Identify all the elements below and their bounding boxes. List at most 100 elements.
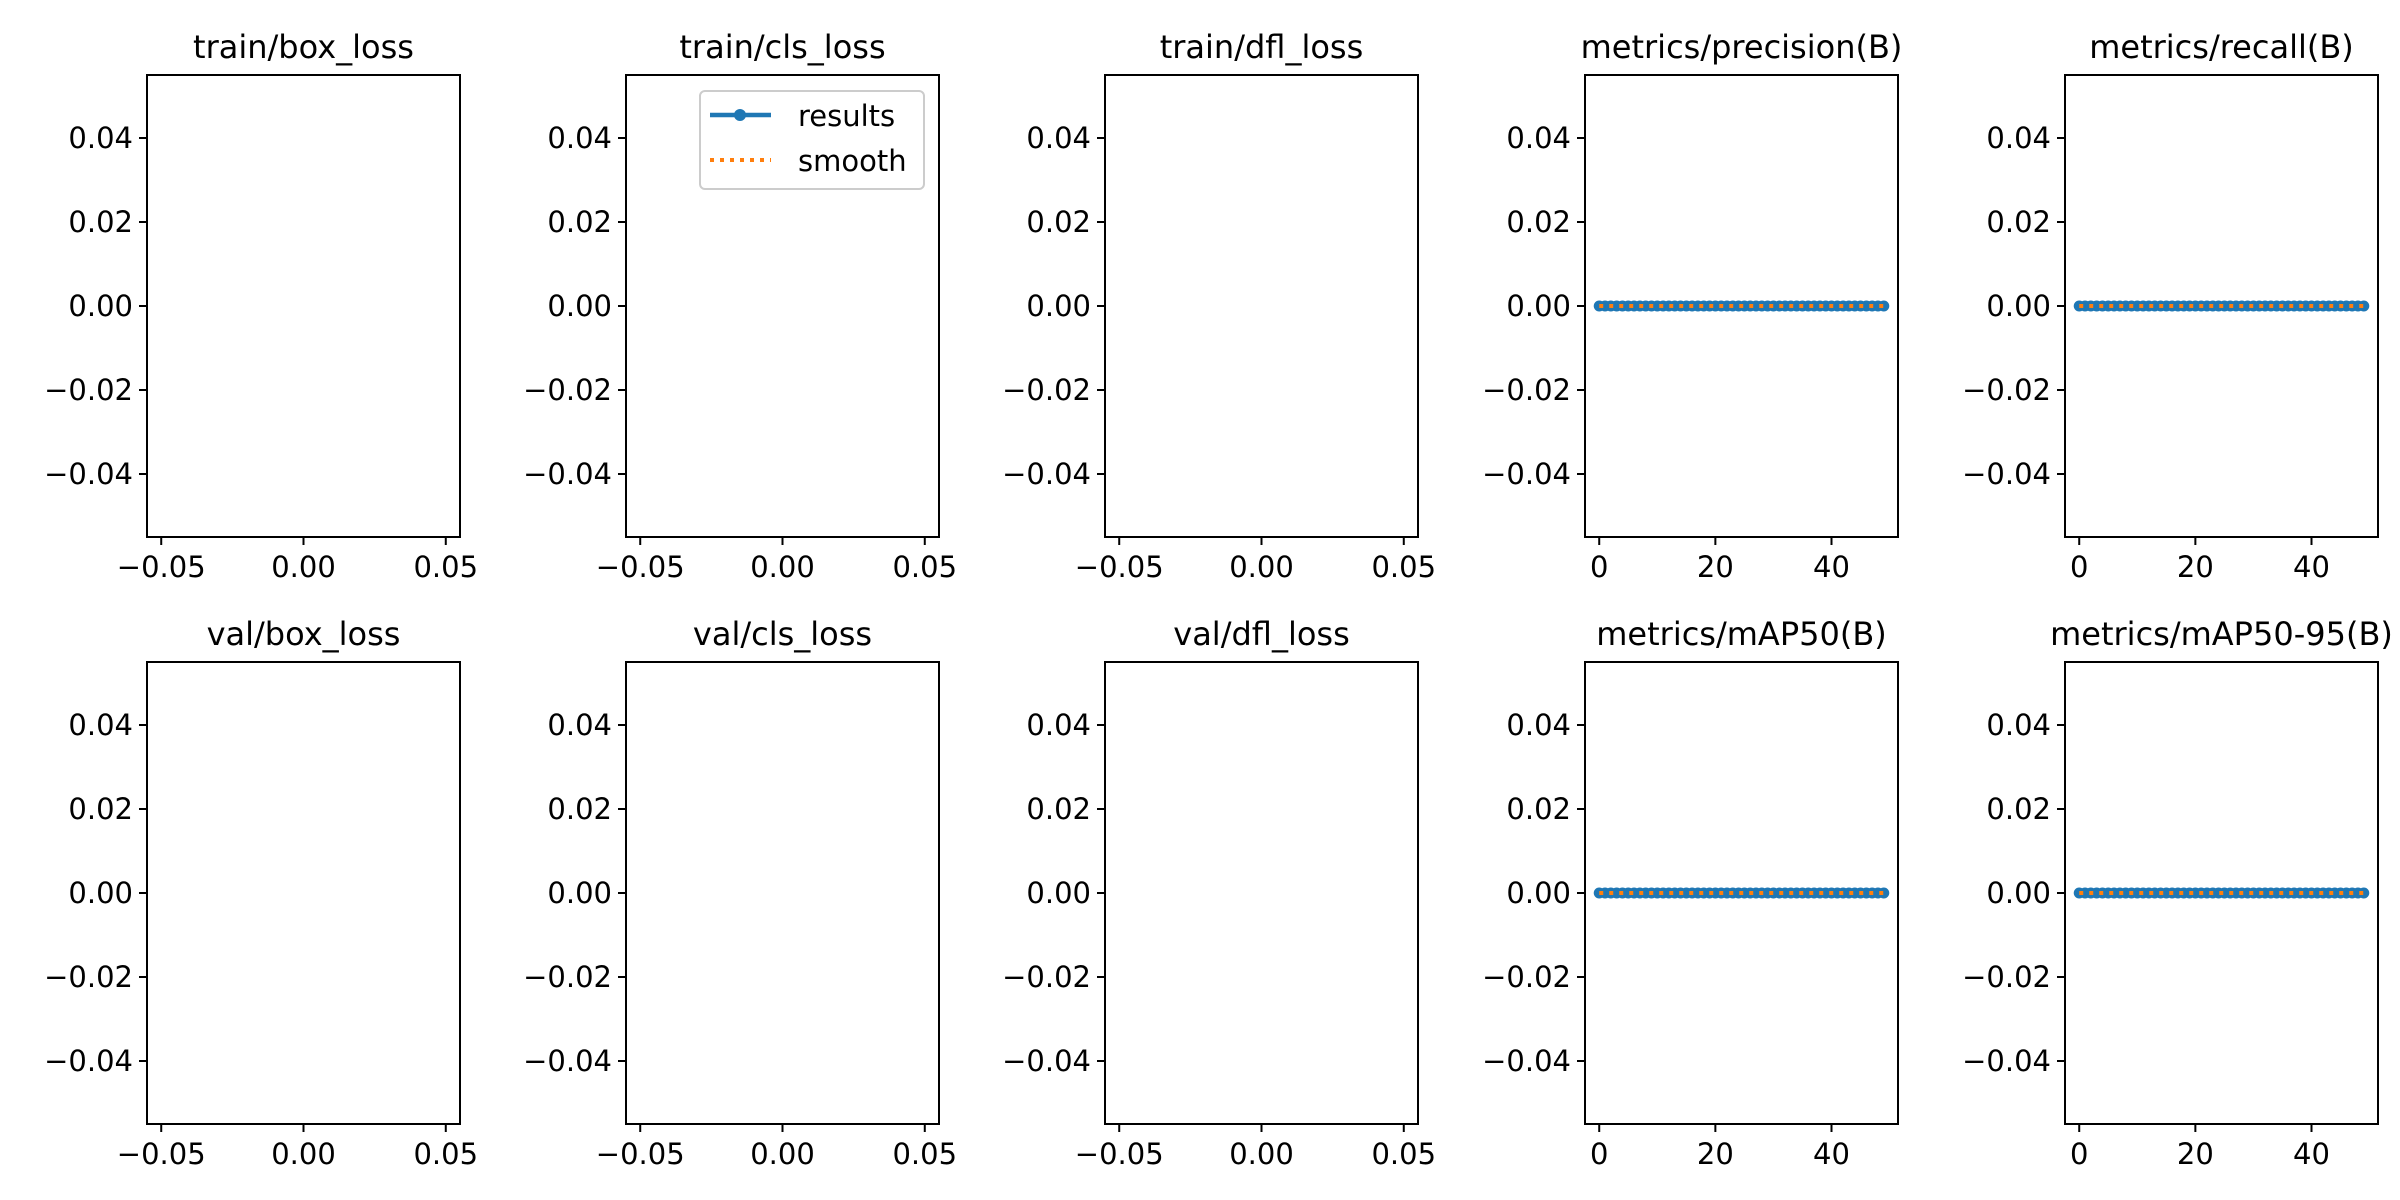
panel-title: val/dfl_loss (1173, 615, 1350, 653)
y-tick-label: 0.00 (1026, 876, 1091, 910)
x-tick-label: 0 (1590, 1137, 1608, 1171)
panel-title: metrics/mAP50-95(B) (2050, 615, 2393, 653)
x-tick-label: 0.05 (892, 550, 957, 584)
x-tick-label: −0.05 (596, 550, 685, 584)
y-tick-label: 0.04 (1026, 708, 1091, 742)
x-tick-label: 0 (1590, 550, 1608, 584)
x-tick-label: 0.05 (1371, 550, 1436, 584)
x-tick-label: 0.00 (271, 1137, 336, 1171)
legend: results smooth (699, 90, 925, 190)
y-tick-label: 0.00 (68, 289, 133, 323)
y-tick-label: 0.00 (1506, 876, 1571, 910)
axes-frame (146, 74, 461, 538)
axes-frame (625, 661, 940, 1125)
y-tick-label: 0.00 (1986, 289, 2051, 323)
x-tick-label: 20 (1697, 550, 1734, 584)
y-tick-label: −0.04 (1002, 457, 1091, 491)
y-tick-label: −0.02 (44, 960, 133, 994)
x-tick-label: −0.05 (117, 550, 206, 584)
y-tick-label: −0.02 (1482, 373, 1571, 407)
legend-label-results: results (798, 99, 895, 133)
y-tick-label: 0.04 (1506, 121, 1571, 155)
y-tick-label: −0.04 (44, 457, 133, 491)
x-tick-label: 0.05 (1371, 1137, 1436, 1171)
x-tick-label: 20 (2177, 550, 2214, 584)
y-tick-label: 0.02 (68, 792, 133, 826)
data-point-results (1878, 300, 1890, 312)
y-tick-label: −0.02 (1002, 960, 1091, 994)
y-tick-label: 0.00 (1026, 289, 1091, 323)
y-tick-label: −0.04 (1002, 1044, 1091, 1078)
x-tick-label: 0.00 (1229, 550, 1294, 584)
y-tick-label: 0.04 (1506, 708, 1571, 742)
panel-title: val/box_loss (207, 615, 401, 653)
y-tick-label: 0.02 (1986, 792, 2051, 826)
y-tick-label: 0.00 (1506, 289, 1571, 323)
y-tick-label: −0.02 (1962, 960, 2051, 994)
chart-panel: val/box_loss 0.04 0.02 0.00 −0.02 −0.04 −0.05 0… (44, 615, 478, 1171)
x-tick-label: 0.00 (1229, 1137, 1294, 1171)
y-tick-label: −0.04 (523, 457, 612, 491)
y-tick-label: 0.04 (1986, 121, 2051, 155)
y-tick-label: −0.02 (523, 373, 612, 407)
data-point-results (2358, 887, 2370, 899)
x-tick-label: 0 (2070, 550, 2088, 584)
y-tick-label: 0.04 (68, 708, 133, 742)
y-tick-label: 0.00 (547, 289, 612, 323)
legend-marker-results (734, 109, 746, 121)
x-tick-label: −0.05 (117, 1137, 206, 1171)
y-tick-label: −0.04 (1962, 457, 2051, 491)
axes-frame (1104, 74, 1419, 538)
y-tick-label: 0.04 (1026, 121, 1091, 155)
chart-panel: train/box_loss 0.04 0.02 0.00 −0.02 −0.04 −0.0… (44, 28, 478, 584)
chart-panel: val/cls_loss 0.04 0.02 0.00 −0.02 −0.04 −0.05 0… (523, 615, 957, 1171)
axes-frame (1104, 661, 1419, 1125)
y-tick-label: −0.02 (44, 373, 133, 407)
y-tick-label: 0.02 (1026, 205, 1091, 239)
x-tick-label: −0.05 (1075, 1137, 1164, 1171)
y-tick-label: 0.02 (1026, 792, 1091, 826)
y-tick-label: −0.02 (1002, 373, 1091, 407)
y-tick-label: 0.00 (68, 876, 133, 910)
panel-title: train/box_loss (193, 28, 414, 66)
legend-label-smooth: smooth (798, 144, 907, 178)
y-tick-label: −0.04 (1482, 1044, 1571, 1078)
y-tick-label: −0.04 (523, 1044, 612, 1078)
y-tick-label: 0.00 (1986, 876, 2051, 910)
x-tick-label: 0.05 (892, 1137, 957, 1171)
x-tick-label: −0.05 (596, 1137, 685, 1171)
y-tick-label: 0.02 (1506, 792, 1571, 826)
y-tick-label: 0.02 (1506, 205, 1571, 239)
chart-panel: metrics/precision(B) 0.04 0.02 0.00 −0.02 −0.… (1482, 28, 1902, 584)
panel-title: val/cls_loss (693, 615, 872, 653)
y-tick-label: −0.04 (1962, 1044, 2051, 1078)
x-tick-label: 40 (1813, 550, 1850, 584)
chart-panel: metrics/recall(B) 0.04 0.02 0.00 −0.02 −0.04 0… (1962, 28, 2379, 584)
y-tick-label: −0.04 (44, 1044, 133, 1078)
x-tick-label: 0 (2070, 1137, 2088, 1171)
y-tick-label: 0.04 (547, 708, 612, 742)
x-tick-label: −0.05 (1075, 550, 1164, 584)
x-tick-label: 40 (1813, 1137, 1850, 1171)
x-tick-label: 20 (2177, 1137, 2214, 1171)
chart-panel: metrics/mAP50-95(B) 0.04 0.02 0.00 −0.02 −0.0… (1962, 615, 2393, 1171)
x-tick-label: 0.05 (413, 1137, 478, 1171)
x-tick-label: 40 (2293, 1137, 2330, 1171)
x-tick-label: 0.05 (413, 550, 478, 584)
y-tick-label: 0.02 (547, 792, 612, 826)
y-tick-label: −0.02 (1482, 960, 1571, 994)
chart-panel: train/dfl_loss 0.04 0.02 0.00 −0.02 −0.04 −0.0… (1002, 28, 1436, 584)
x-tick-label: 0.00 (750, 550, 815, 584)
y-tick-label: 0.02 (547, 205, 612, 239)
y-tick-label: −0.02 (1962, 373, 2051, 407)
y-tick-label: −0.04 (1482, 457, 1571, 491)
x-tick-label: 40 (2293, 550, 2330, 584)
y-tick-label: 0.04 (68, 121, 133, 155)
y-tick-label: 0.02 (68, 205, 133, 239)
y-tick-label: 0.04 (547, 121, 612, 155)
chart-panel: train/cls_loss 0.04 0.02 0.00 −0.02 −0.04 −0.0… (523, 28, 957, 584)
panel-title: train/cls_loss (679, 28, 885, 66)
chart-panel: metrics/mAP50(B) 0.04 0.02 0.00 −0.02 −0.04 0 2… (1482, 615, 1899, 1171)
y-tick-label: 0.04 (1986, 708, 2051, 742)
